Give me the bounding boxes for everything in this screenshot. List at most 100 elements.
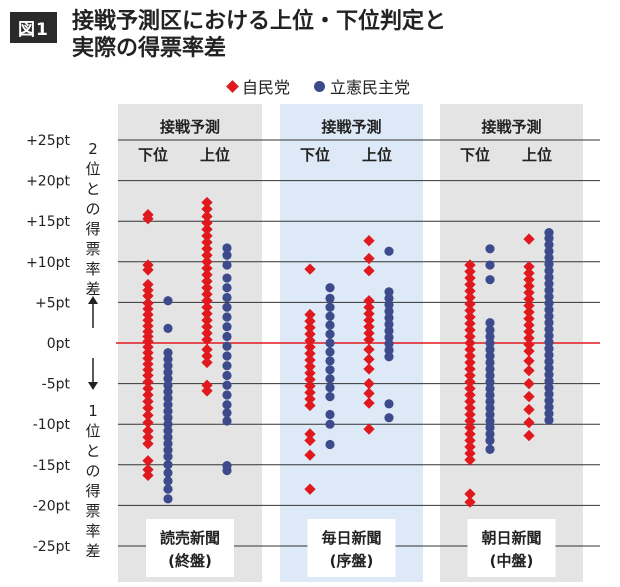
cdp-point [384,339,394,349]
cdp-point [544,305,554,315]
cdp-point [544,324,554,334]
y-tick-label: +10pt [26,255,70,271]
ldp-point [304,315,316,327]
ldp-point [304,434,316,447]
cdp-point [325,329,335,339]
ldp-point [523,293,535,305]
y-label-lower-char: 差 [85,542,100,560]
ldp-point [142,369,154,382]
ldp-point [523,286,535,299]
panel-name-box [146,519,234,577]
ldp-point [142,402,154,414]
y-tick-label: 0pt [47,336,71,352]
cdp-point [485,275,495,285]
cdp-point [163,460,173,470]
cdp-point [325,338,335,348]
cdp-point [325,293,335,303]
ldp-point [363,314,375,326]
ldp-point [464,421,476,434]
cdp-point [544,383,554,393]
cdp-point [163,400,173,410]
cdp-point [163,445,173,455]
cdp-point [485,260,495,270]
ldp-point [201,327,213,339]
y-label-upper-char: 得 [85,220,100,238]
ldp-point [464,285,476,297]
ldp-point [523,325,535,338]
cdp-point [544,240,554,250]
ldp-point [363,301,375,313]
panel-header: 接戦予測 [321,118,381,136]
ldp-point [142,425,154,437]
cdp-point [325,439,335,450]
cdp-point [544,376,554,386]
cdp-point [163,439,173,449]
cdp-point [325,347,335,357]
ldp-point [142,469,154,482]
ldp-point [523,377,535,390]
ldp-point [464,330,476,343]
ldp-point [142,416,154,429]
group-label: 下位 [460,146,490,164]
y-tick-label: -25pt [33,539,71,555]
ldp-point [304,328,316,340]
ldp-point [142,341,154,353]
ldp-point [363,377,375,390]
cdp-point [325,365,335,375]
ldp-point [304,354,316,366]
cdp-point [485,396,495,407]
cdp-point [163,296,173,306]
cdp-point [544,266,554,276]
ldp-point [142,438,154,450]
ldp-point [201,334,213,346]
ldp-point [363,321,375,333]
cdp-point [222,361,232,371]
group-label: 上位 [522,146,552,164]
cdp-point [163,354,173,364]
cdp-point [544,233,554,243]
y-tick-label: +5pt [35,295,71,311]
ldp-point [142,347,154,359]
cdp-point [544,337,554,347]
cdp-point [544,298,554,308]
cdp-point [163,432,173,442]
panel-name-box [467,519,556,577]
group-label: 上位 [200,146,230,164]
ldp-point [201,210,213,222]
ldp-point [523,274,535,286]
ldp-point [523,364,535,377]
cdp-point [163,494,173,504]
ldp-point [201,314,213,326]
panel-subname: (終盤) [168,552,212,570]
cdp-point [485,338,495,348]
y-label-lower-char: と [85,442,100,460]
ldp-point [201,203,213,215]
cdp-point [485,377,495,387]
legend-label-ldp: 自民党 [242,78,291,97]
cdp-point [544,402,554,412]
y-tick-label: +20pt [26,174,70,190]
y-tick-label: +25pt [26,133,70,149]
y-label-upper-char: 位 [85,160,100,178]
y-label-lower-char: の [85,462,100,480]
group-label: 下位 [300,146,330,164]
cdp-point [544,272,554,282]
panel-name: 読売新聞 [160,529,220,547]
ldp-point [464,298,476,310]
panel-header: 接戦予測 [481,118,541,136]
y-label-lower-char: 位 [85,422,100,440]
ldp-point [363,252,375,265]
figure-badge: 図1 [10,12,57,43]
cdp-point [222,400,232,410]
ldp-point [201,301,213,313]
ldp-point [201,256,213,268]
y-label-lower-char: 得 [85,482,100,500]
y-tick-label: -10pt [33,417,71,433]
panel-subname: (序盤) [330,552,374,570]
cdp-point [485,409,495,420]
legend-label-cdp: 立憲民主党 [330,78,411,97]
y-label-lower-char: 率 [85,522,100,540]
cdp-point [325,302,335,312]
cdp-point [485,244,495,254]
ldp-point [142,314,154,326]
